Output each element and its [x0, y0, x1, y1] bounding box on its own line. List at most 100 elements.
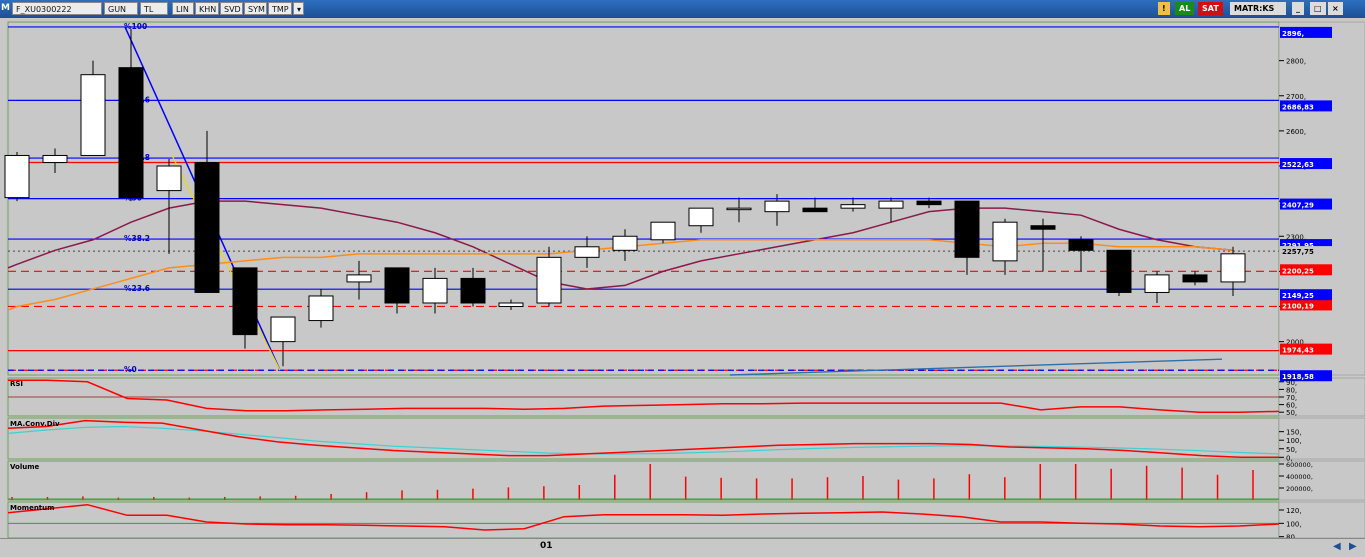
price-label-red: 2200,25 [1282, 267, 1314, 275]
fib-level-label: %100 [124, 22, 147, 31]
lin-button[interactable]: LIN [172, 2, 194, 15]
candle-down [1106, 249, 1132, 293]
macd-y-tick-label: 50, [1286, 446, 1297, 454]
scroll-right-icon[interactable]: ▶ [1349, 541, 1357, 552]
price-label-blue-box [1280, 26, 1332, 38]
fib-level-label: %23.6 [124, 284, 150, 293]
candle-down [1030, 225, 1056, 230]
scroll-left-icon[interactable]: ◀ [1333, 541, 1341, 552]
price-axis-area [1278, 21, 1365, 376]
macd-y-tick-label: 150, [1286, 429, 1302, 437]
price-label-blue: 2896, [1282, 30, 1304, 38]
fib-level-label: %0 [124, 365, 137, 374]
price-label-red-box [1280, 264, 1332, 276]
candle-up [878, 200, 904, 209]
time-axis: 01 ◀ ▶ [0, 538, 1365, 557]
matrix-button[interactable]: MATR:KS [1230, 2, 1286, 15]
alert-icon[interactable]: ! [1158, 2, 1170, 15]
candle-down [802, 207, 828, 213]
momentum-panel [7, 501, 1280, 538]
price-label-red-box [1280, 343, 1332, 355]
momentum-y-tick-label: 80 [1286, 534, 1295, 538]
candle-down [232, 267, 258, 336]
rsi-y-tick-label: 50, [1286, 409, 1297, 417]
price-label-blue-box [1280, 289, 1332, 301]
app-logo: M [1, 3, 10, 13]
currency-button[interactable]: TL [140, 2, 168, 15]
price-label-blue-box [1280, 239, 1332, 251]
candle-up [308, 295, 334, 322]
candle-up [612, 235, 638, 251]
price-label-blue: 2686,83 [1282, 103, 1314, 111]
trendline [729, 358, 1223, 376]
candle-up [840, 204, 866, 209]
momentum-line [7, 503, 1280, 531]
candle-up [726, 207, 752, 211]
price-label-blue: 1918,58 [1282, 373, 1314, 381]
macd-y-tick-label: 0, [1286, 454, 1293, 462]
price-label-blue: 2522,63 [1282, 161, 1314, 169]
momentum-y-tick-label: 100, [1286, 520, 1302, 528]
khn-button[interactable]: KHN [195, 2, 219, 15]
candle-up [764, 200, 790, 213]
tmp-button[interactable]: TMP [268, 2, 292, 15]
candle-up [498, 302, 524, 308]
dropdown-arrow-icon[interactable]: ▾ [293, 2, 304, 15]
rsi-y-tick-label: 80, [1286, 386, 1297, 394]
price-label-blue: 2149,25 [1282, 292, 1314, 300]
price-chart: %100%78.6%61.8%50%38.2%23.6%0 2000,2100,… [4, 21, 1365, 538]
candle-up [1220, 253, 1246, 283]
minimize-icon[interactable]: _ [1292, 2, 1304, 15]
candle-up [422, 277, 448, 304]
volume-panel [7, 460, 1280, 501]
buy-button[interactable]: AL [1175, 2, 1195, 15]
price-label-blue: 2407,29 [1282, 202, 1314, 210]
candle-down [118, 67, 144, 199]
sym-button[interactable]: SYM [244, 2, 267, 15]
period-button[interactable]: GUN [104, 2, 138, 15]
rsi-y-tick-label: 70, [1286, 394, 1297, 402]
candle-up [156, 165, 182, 192]
candle-down [916, 200, 942, 206]
momentum-y-tick-label: 120, [1286, 507, 1302, 515]
price-label-blue-box [1280, 158, 1332, 170]
candle-down [194, 161, 220, 293]
fib-level-label: %38.2 [124, 234, 150, 243]
candle-down [384, 267, 410, 304]
price-label-blue-box [1280, 100, 1332, 112]
price-label-blue-box [1280, 370, 1332, 382]
candle-up [992, 221, 1018, 262]
price-y-tick-label: 2300, [1286, 233, 1306, 241]
candle-up [270, 316, 296, 343]
candle-up [80, 74, 106, 156]
candle-down [1068, 239, 1094, 251]
macd-axis-area [1278, 417, 1365, 460]
rsi-axis-area [1278, 377, 1365, 417]
price-label-red: 2100,19 [1282, 302, 1314, 310]
candle-down [1182, 274, 1208, 283]
volume-axis-area [1278, 460, 1365, 501]
current-price-box [1280, 246, 1332, 257]
volume-y-tick-label: 400000, [1286, 473, 1313, 481]
volume-y-tick-label: 600000, [1286, 461, 1313, 469]
price-y-tick-label: 2600, [1286, 128, 1306, 136]
rsi-y-tick-label: 90, [1286, 379, 1297, 387]
candle-up [346, 274, 372, 283]
symbol-field[interactable]: F_XU0300222 [12, 2, 102, 15]
price-label-blue: 2291,95 [1282, 242, 1314, 250]
candle-up [4, 154, 30, 199]
candle-up [650, 221, 676, 241]
close-icon[interactable]: × [1328, 2, 1343, 15]
momentum-axis-area [1278, 501, 1365, 538]
rsi-line [8, 379, 1280, 413]
volume-title: Volume [10, 463, 40, 471]
ma-fast-line [7, 200, 1234, 290]
svd-button[interactable]: SVD [220, 2, 243, 15]
price-label-red: 1974,43 [1282, 347, 1314, 355]
maximize-icon[interactable]: □ [1310, 2, 1326, 15]
macd-y-tick-label: 100, [1286, 437, 1302, 445]
rsi-y-tick-label: 60, [1286, 402, 1297, 410]
price-label-blue-box [1280, 198, 1332, 210]
candle-up [574, 246, 600, 258]
sell-button[interactable]: SAT [1198, 2, 1223, 15]
